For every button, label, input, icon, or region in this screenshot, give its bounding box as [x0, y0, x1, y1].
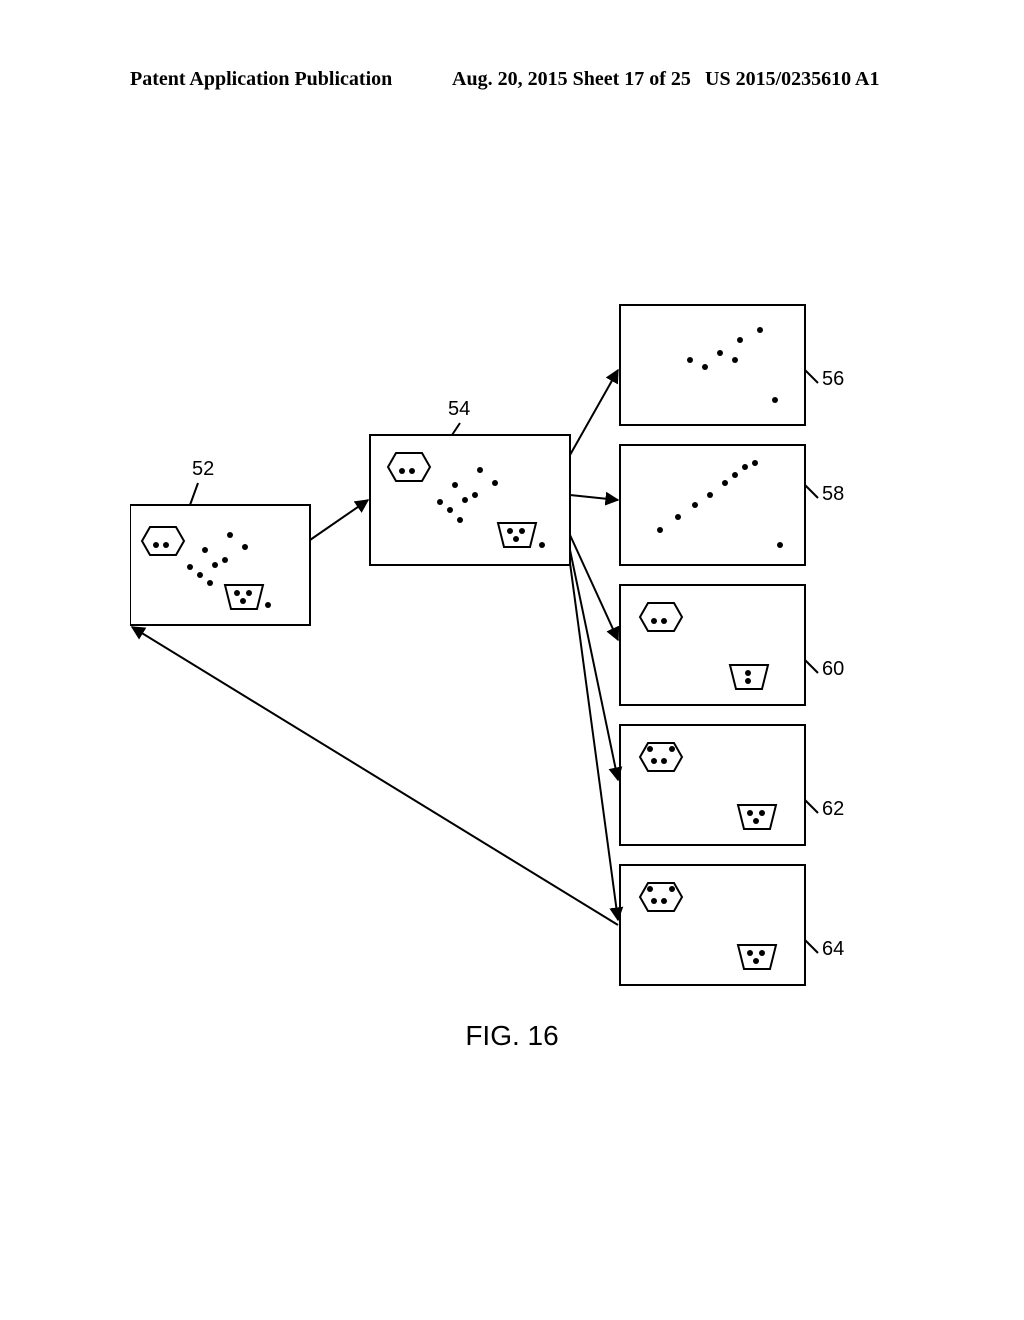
label-b58: 58 — [822, 483, 844, 505]
figure-16: 52 54 56 58 60 62 64 — [130, 275, 860, 1035]
box-b52 — [130, 505, 310, 625]
page: Patent Application Publication Aug. 20, … — [0, 0, 1024, 1320]
figure-caption: FIG. 16 — [0, 1020, 1024, 1052]
box-b60 — [620, 585, 805, 705]
header-publication: Patent Application Publication — [130, 68, 392, 91]
header-docnumber: US 2015/0235610 A1 — [705, 68, 879, 91]
figure-svg: 52 54 56 58 60 62 64 — [130, 275, 860, 1035]
box-b64 — [620, 865, 805, 985]
label-b52: 52 — [192, 458, 214, 480]
label-b64: 64 — [822, 938, 844, 960]
header-sheet: Aug. 20, 2015 Sheet 17 of 25 — [452, 68, 691, 91]
label-b56: 56 — [822, 368, 844, 390]
label-b54: 54 — [448, 398, 470, 420]
label-b62: 62 — [822, 798, 844, 820]
box-b56 — [620, 305, 805, 425]
box-b62 — [620, 725, 805, 845]
label-b60: 60 — [822, 658, 844, 680]
box-b58 — [620, 445, 805, 565]
box-b54 — [370, 435, 570, 565]
